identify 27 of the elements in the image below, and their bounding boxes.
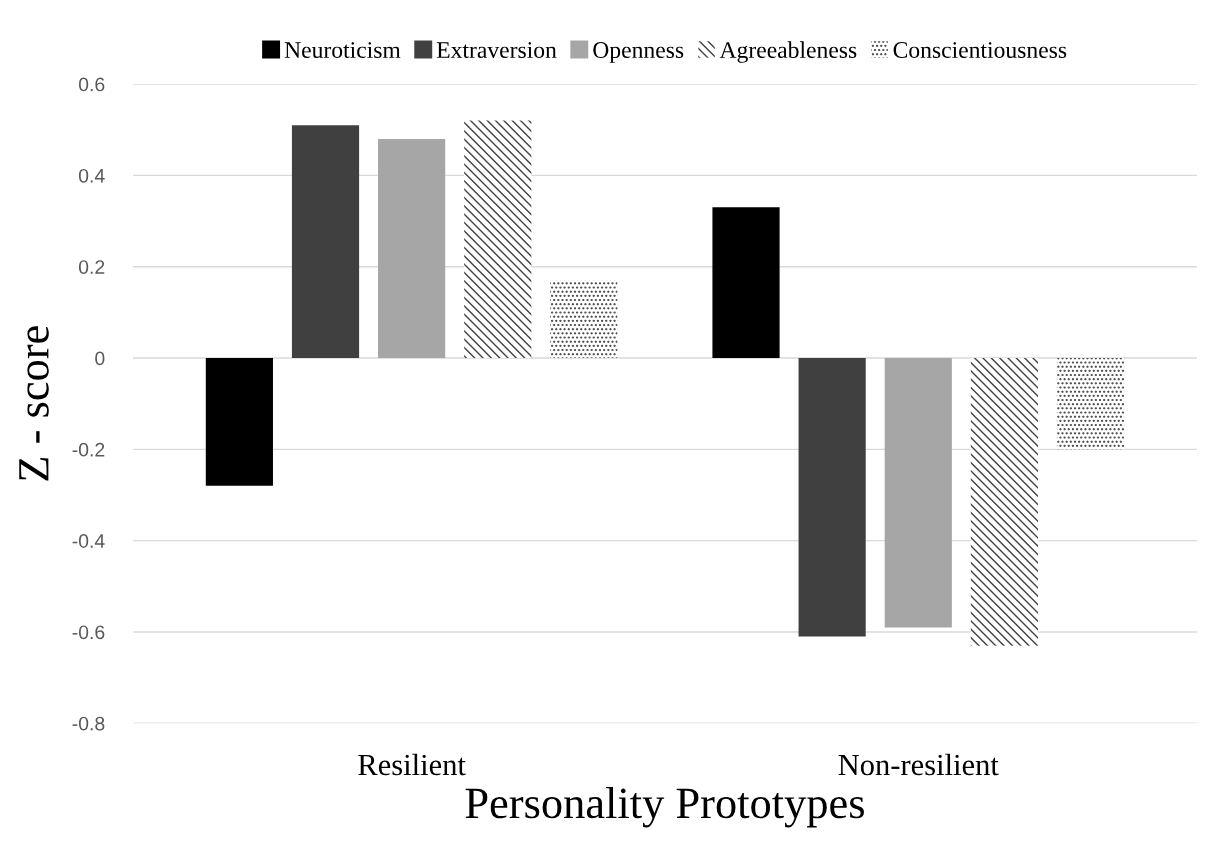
bar [884,358,952,628]
bar [550,280,618,359]
bar [291,125,360,359]
bar [798,358,866,637]
x-tick-label: Non-resilient [838,753,999,776]
legend-label: Agreeableness [719,41,857,63]
y-tick-label: -0.6 [72,625,105,640]
legend-label: Conscientiousness [893,42,1067,58]
y-tick-label: 0.6 [78,77,105,92]
y-tick-label: 0.2 [78,260,105,274]
y-tick-label: -0.8 [72,716,105,731]
y-tick-label: 0 [95,351,105,366]
legend-label: Extraversion [436,42,557,58]
bar [205,358,273,486]
x-tick-label: Resilient [358,753,466,776]
y-axis-title: Z - score [19,326,49,481]
bar [712,207,780,359]
bar [378,138,446,359]
bar [464,120,532,359]
y-tick-label: 0.4 [78,168,105,183]
x-axis-title: Personality Prototypes [465,787,864,828]
y-tick-label: -0.2 [72,442,105,457]
legend-label: Openness [593,42,684,63]
legend-label: Neuroticism [284,42,401,58]
bar [970,358,1038,646]
y-tick-label: -0.4 [72,534,105,548]
bar [1056,358,1125,450]
